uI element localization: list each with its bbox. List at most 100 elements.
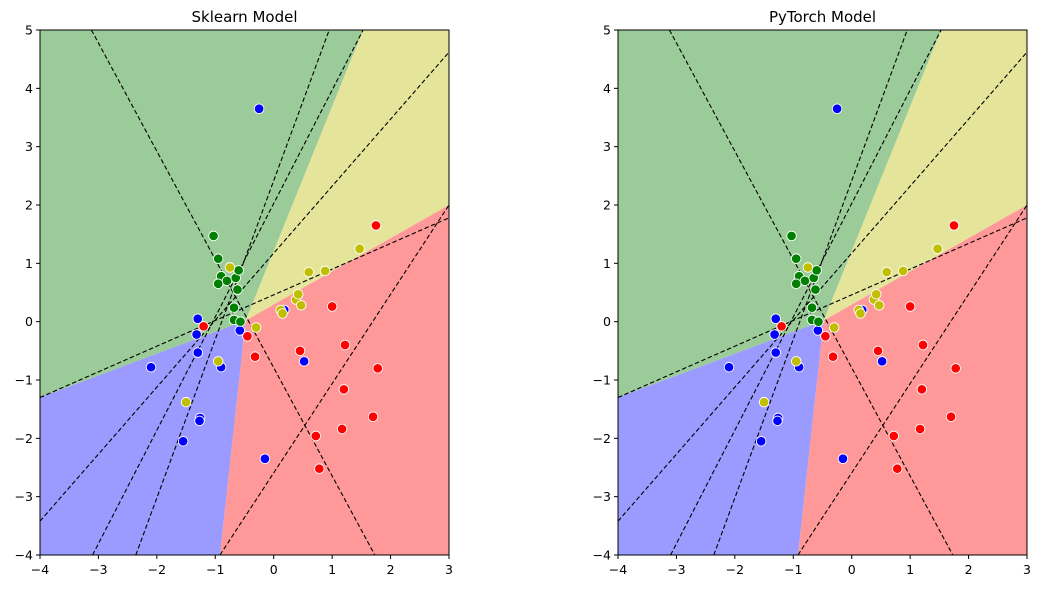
plot-area (618, 30, 1027, 555)
y-tick-label: −1 (593, 373, 611, 388)
decision-boundary-line (670, 30, 942, 555)
decision-region-green (40, 30, 364, 398)
data-point (253, 103, 265, 114)
data-point (770, 347, 782, 358)
data-point (758, 396, 770, 408)
data-point (295, 300, 307, 311)
data-point (145, 361, 157, 373)
data-point (916, 384, 928, 395)
data-point (212, 356, 224, 367)
data-point (314, 463, 325, 474)
y-tick-label: −2 (15, 431, 33, 446)
y-tick-label: −3 (593, 489, 611, 504)
data-point (897, 265, 909, 277)
data-point (769, 329, 780, 340)
data-point (888, 430, 900, 442)
data-point (914, 423, 926, 435)
y-tick-label: 2 (603, 198, 611, 213)
decision-region-blue (618, 320, 824, 555)
data-point (872, 345, 884, 357)
data-point (233, 265, 244, 276)
y-tick-label: −3 (15, 489, 33, 504)
data-point (790, 253, 802, 264)
y-tick-label: 2 (25, 198, 33, 213)
data-point (177, 436, 189, 447)
data-point (212, 278, 224, 290)
data-point (723, 361, 735, 373)
data-point (298, 356, 310, 367)
data-point (892, 463, 903, 474)
data-point (881, 266, 893, 278)
data-point (192, 313, 204, 325)
data-point (786, 230, 797, 242)
data-point (950, 363, 961, 374)
data-point (799, 275, 811, 287)
data-point (249, 351, 261, 362)
data-point (180, 396, 192, 408)
data-point (338, 384, 350, 395)
data-point (228, 302, 240, 313)
decision-boundary-line (40, 217, 449, 399)
data-point (802, 262, 814, 273)
data-point (212, 253, 224, 264)
y-tick-label: 4 (25, 81, 33, 96)
data-point (235, 316, 246, 327)
data-point (776, 321, 787, 332)
x-tick-label: 0 (270, 562, 278, 577)
chart-pytorch: PyTorch Model −4 −3 −2 −1 0 1 2 3 −4 −3 −2 −1 0 1 2 3 4 5 (593, 8, 1031, 577)
x-tick-label: −1 (206, 562, 224, 577)
data-point (294, 345, 306, 357)
data-point (855, 308, 866, 319)
decision-boundary-line (618, 217, 1027, 399)
data-point (820, 331, 831, 342)
plot-frame (39, 29, 450, 556)
x-tick-label: 2 (965, 562, 973, 577)
data-point (250, 322, 262, 333)
data-point (770, 313, 782, 325)
x-tick-label: −2 (148, 562, 166, 577)
y-tick-label: 1 (603, 256, 611, 271)
decision-region-yellow (823, 30, 1027, 321)
x-tick-label: 1 (328, 562, 336, 577)
data-point (827, 351, 839, 362)
data-point (831, 103, 843, 114)
decision-boundary-line (90, 30, 376, 555)
data-point (242, 331, 253, 342)
data-point (755, 436, 767, 447)
data-point (904, 301, 916, 312)
data-point (339, 339, 351, 351)
y-tick-label: −1 (15, 373, 33, 388)
decision-region-red (219, 205, 449, 555)
x-tick-label: −3 (89, 562, 107, 577)
data-point (806, 302, 818, 313)
data-point (232, 284, 243, 295)
x-tick-label: −4 (609, 562, 627, 577)
decision-region-red (797, 205, 1027, 555)
y-tick-label: 0 (25, 314, 33, 329)
data-point (326, 301, 338, 312)
decision-region-blue (40, 320, 246, 555)
data-point (221, 275, 233, 287)
chart-sklearn: Sklearn Model −4 −3 −2 −1 0 1 2 3 −4 −3 −2 −1 0 1 2 3 4 5 (15, 8, 453, 577)
data-point (873, 300, 885, 311)
data-point (370, 220, 382, 231)
data-point (319, 265, 331, 277)
plot-frame (617, 29, 1028, 556)
decision-boundary-line (40, 51, 449, 522)
data-point (837, 453, 849, 465)
chart-title: PyTorch Model (769, 8, 876, 26)
data-point (828, 322, 840, 333)
y-tick-label: −4 (15, 548, 33, 563)
data-point (198, 321, 209, 332)
x-tick-label: 3 (445, 562, 453, 577)
x-tick-label: 0 (848, 562, 856, 577)
data-point (932, 243, 943, 254)
data-point (191, 329, 202, 340)
data-point (259, 453, 271, 465)
x-tick-label: 1 (906, 562, 914, 577)
x-tick-label: 3 (1023, 562, 1031, 577)
x-tick-label: −3 (667, 562, 685, 577)
data-point (945, 411, 957, 423)
data-point (917, 339, 929, 351)
